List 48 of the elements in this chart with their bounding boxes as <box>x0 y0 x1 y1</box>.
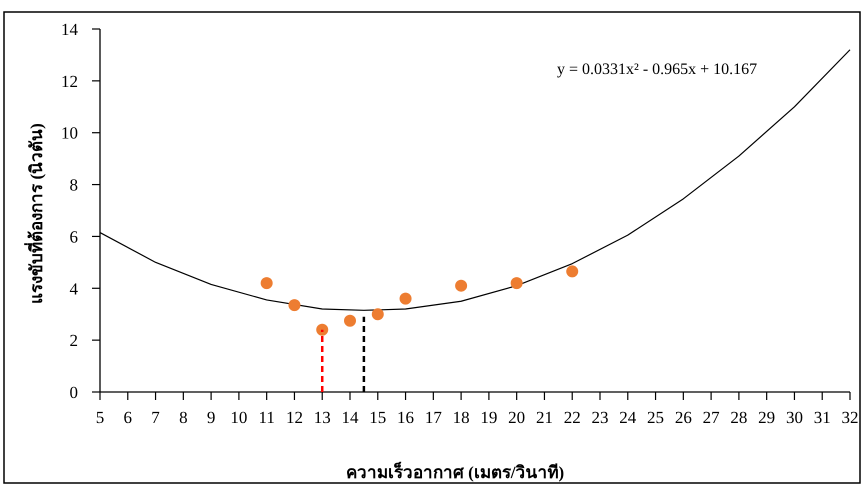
x-tick-label: 27 <box>702 408 720 427</box>
y-tick-label: 14 <box>61 20 78 39</box>
y-tick-label: 0 <box>70 383 78 402</box>
y-tick-label: 12 <box>61 72 78 91</box>
x-tick-label: 29 <box>758 408 776 427</box>
x-tick-label: 22 <box>564 408 581 427</box>
x-tick-label: 7 <box>151 408 160 427</box>
y-tick-label: 8 <box>70 176 78 195</box>
x-tick-label: 10 <box>230 408 248 427</box>
x-tick-label: 8 <box>179 408 188 427</box>
y-tick-label: 6 <box>70 227 78 246</box>
x-tick-label: 18 <box>452 408 470 427</box>
x-tick-label: 30 <box>786 408 803 427</box>
point <box>316 324 328 336</box>
x-axis-title: ความเร็วอากาศ (เมตร/วินาที) <box>346 460 564 482</box>
x-tick-label: 14 <box>342 408 359 427</box>
point <box>566 265 578 278</box>
point <box>260 277 273 290</box>
x-tick-label: 13 <box>314 408 331 427</box>
y-tick-label: 10 <box>61 124 78 143</box>
x-tick-label: 9 <box>206 408 216 427</box>
point <box>372 308 384 320</box>
x-tick-label: 15 <box>369 408 386 427</box>
x-tick-label: 23 <box>592 408 608 427</box>
x-tick-label: 20 <box>508 408 526 427</box>
point <box>288 299 300 312</box>
y-axis-title: แรงขับที่ต้องการ (นิวตัน) <box>24 123 46 304</box>
x-tick-label: 21 <box>536 408 553 427</box>
x-tick-label: 12 <box>286 408 303 427</box>
point <box>510 277 523 290</box>
y-tick-label: 2 <box>70 331 78 350</box>
x-tick-label: 24 <box>619 408 637 427</box>
x-tick-label: 11 <box>258 408 275 427</box>
y-tick-label: 4 <box>70 279 78 298</box>
x-tick-label: 17 <box>424 408 442 427</box>
x-tick-label: 31 <box>814 408 831 427</box>
x-tick-label: 16 <box>397 408 414 427</box>
x-tick-label: 32 <box>842 408 858 427</box>
x-tick-label: 25 <box>647 408 664 427</box>
x-tick-label: 19 <box>480 408 498 427</box>
point <box>400 292 412 305</box>
x-tick-label: 5 <box>96 408 104 427</box>
annotation: y = 0.0331x² - 0.965x + 10.167 <box>557 61 758 78</box>
point <box>344 314 356 327</box>
x-tick-label: 6 <box>124 408 132 427</box>
x-tick-label: 26 <box>674 408 692 427</box>
x-tick-label: 28 <box>730 408 748 427</box>
point <box>455 280 468 292</box>
